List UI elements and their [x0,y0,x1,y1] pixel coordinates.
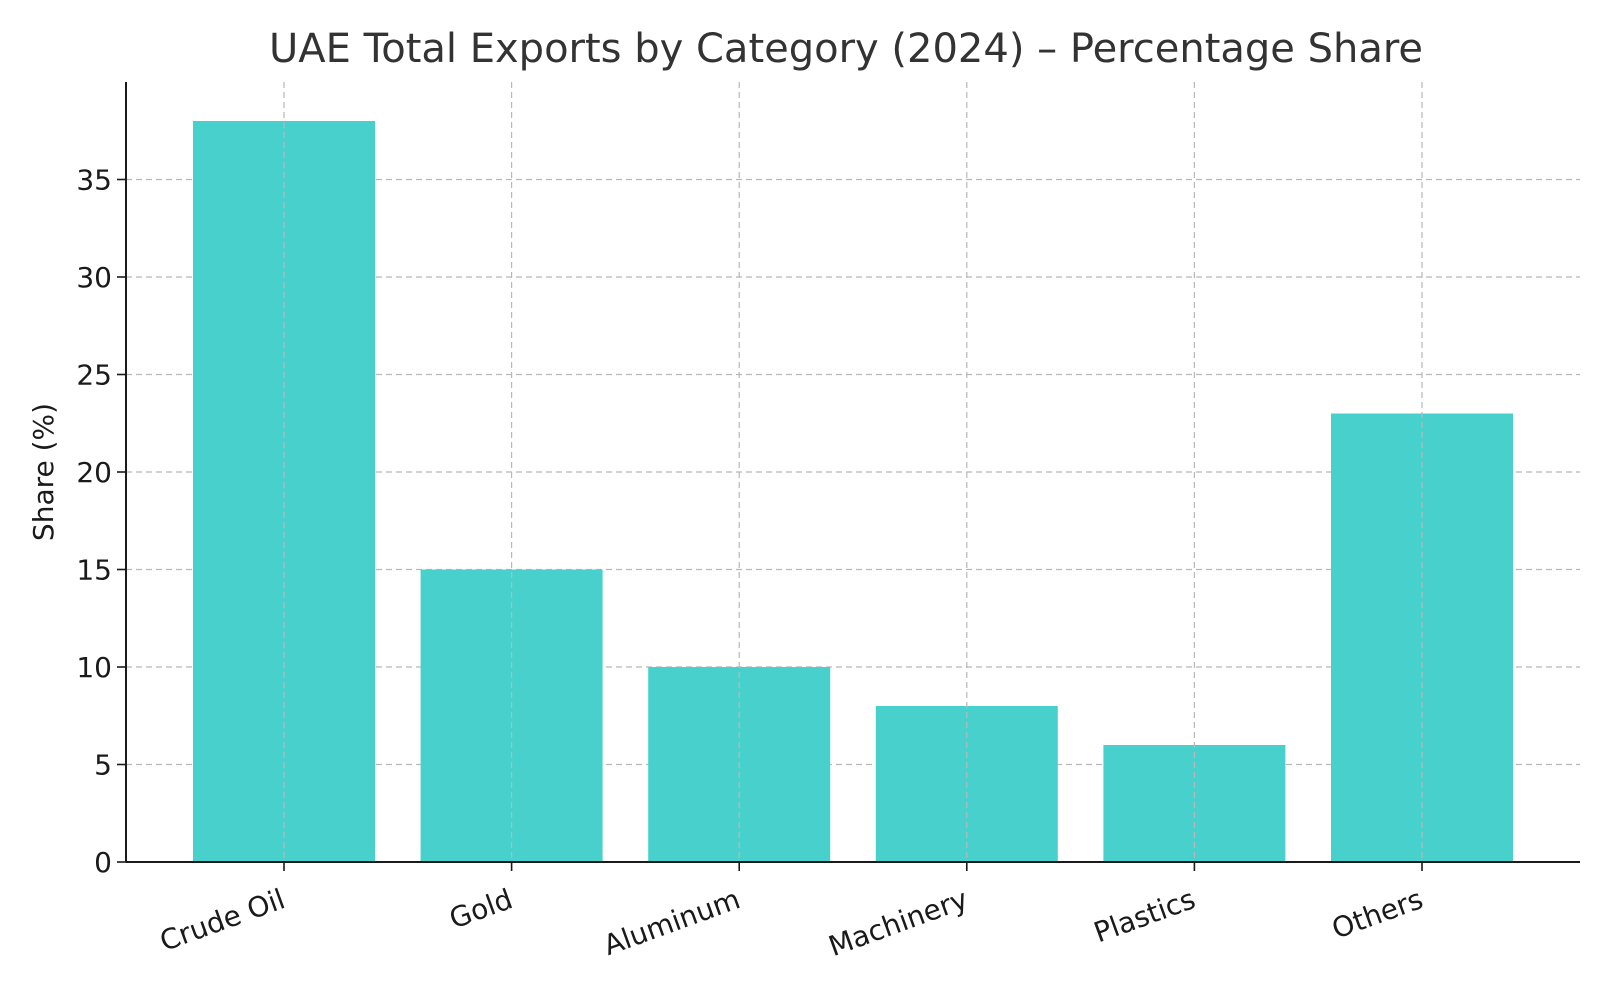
y-tick-label: 35 [76,164,112,197]
x-tick-label: Plastics [1090,882,1200,949]
x-tick-label: Crude Oil [155,882,289,958]
y-tick-label: 20 [76,456,112,489]
x-tick-label: Gold [445,882,517,935]
y-tick-label: 30 [76,261,112,294]
x-tick-label: Aluminum [599,882,744,962]
chart-title: UAE Total Exports by Category (2024) – P… [269,26,1423,72]
y-tick-label: 0 [94,846,112,879]
x-axis-ticks: Crude Oil Gold Aluminum Machinery Plastics Ot… [155,862,1427,963]
y-axis-ticks: 0 5 10 15 20 25 30 35 [76,164,126,879]
x-tick-label: Machinery [824,882,972,963]
y-tick-label: 10 [76,651,112,684]
y-tick-label: 15 [76,554,112,587]
x-tick-label: Others [1328,882,1428,945]
y-tick-label: 25 [76,359,112,392]
y-axis-label: Share (%) [27,403,60,541]
y-tick-label: 5 [94,749,112,782]
bars [193,121,1513,862]
